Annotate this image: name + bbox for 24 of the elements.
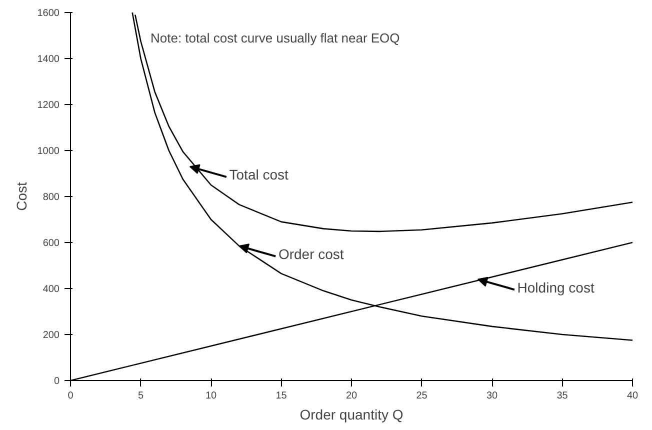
annotation: Total cost	[229, 166, 289, 183]
y-tick-label: 600	[42, 238, 60, 249]
annotation: Order cost	[278, 246, 344, 262]
x-tick-label: 5	[138, 390, 144, 402]
y-tick-label: 1600	[37, 8, 60, 19]
x-tick-label: 25	[416, 390, 428, 402]
x-tick-label: 20	[346, 390, 358, 402]
x-tick-label: 10	[205, 390, 217, 402]
x-tick-label: 0	[68, 390, 74, 402]
y-tick-label: 400	[42, 284, 60, 295]
annotation: Holding cost	[517, 279, 594, 296]
y-axis-title: Cost	[13, 182, 30, 211]
x-axis-title: Order quantity Q	[300, 406, 404, 422]
x-tick-label: 15	[276, 390, 288, 402]
x-tick-label: 35	[556, 390, 568, 402]
x-tick-label: 30	[486, 390, 498, 402]
x-tick-label: 40	[626, 390, 638, 402]
y-tick-label: 1400	[37, 54, 60, 65]
y-tick-label: 800	[42, 192, 60, 203]
y-tick-label: 1200	[37, 100, 60, 111]
y-tick-label: 1000	[37, 146, 60, 157]
y-tick-label: 0	[54, 376, 60, 387]
annotation: Note: total cost curve usually flat near EOQ	[150, 30, 400, 46]
y-tick-label: 200	[42, 330, 60, 341]
